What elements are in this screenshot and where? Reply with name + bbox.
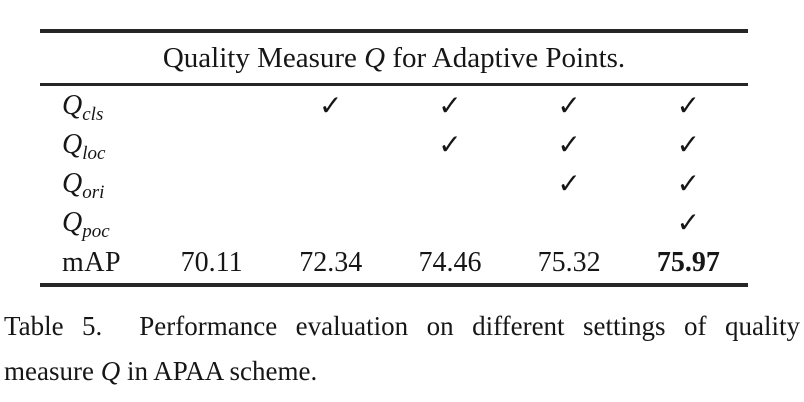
checkmark: ✓ (557, 89, 581, 122)
empty-cell (152, 86, 271, 125)
checkmark: ✓ (557, 128, 581, 161)
table-title: Quality Measure Q for Adaptive Points. (40, 33, 748, 83)
quality-row: Qpoc ✓ (40, 203, 748, 242)
empty-cell (390, 203, 509, 242)
map-value: 75.97 (656, 246, 720, 278)
empty-cell (152, 203, 271, 242)
table-caption: Table 5. Performance evaluation on diffe… (4, 304, 800, 394)
checkmark: ✓ (438, 89, 462, 122)
row-label: Qcls (40, 86, 152, 125)
map-value: 74.46 (418, 246, 482, 278)
map-value: 72.34 (299, 246, 363, 278)
checkmark: ✓ (557, 167, 581, 200)
row-label-symbol: Q (62, 206, 83, 238)
table-mid-rule (40, 83, 748, 86)
caption-math-q: Q (100, 356, 121, 386)
table-top-rule (40, 29, 748, 33)
row-label-subscript: ori (82, 181, 105, 203)
row-label-symbol: Q (62, 128, 83, 160)
row-label: Qpoc (40, 203, 152, 242)
table-title-suffix: for Adaptive Points. (385, 42, 626, 74)
results-grid: Qcls ✓ ✓ ✓ ✓ Qloc ✓ ✓ ✓ Qori ✓ ✓ Qpoc ✓ mAP 70.11 72.34 7… (40, 86, 748, 283)
map-value: 75.32 (537, 246, 601, 278)
checkmark: ✓ (319, 89, 343, 122)
row-label: Qloc (40, 125, 152, 164)
row-label-symbol: Q (62, 89, 83, 121)
checkmark: ✓ (438, 128, 462, 161)
map-row: mAP 70.11 72.34 74.46 75.32 75.97 (40, 242, 748, 283)
row-label: Qori (40, 164, 152, 203)
empty-cell (271, 164, 390, 203)
quality-row: Qcls ✓ ✓ ✓ ✓ (40, 86, 748, 125)
row-label-symbol: Q (62, 167, 83, 199)
empty-cell (152, 164, 271, 203)
table-title-math-q: Q (364, 42, 386, 74)
row-label-subscript: loc (82, 142, 106, 164)
empty-cell (510, 203, 629, 242)
empty-cell (271, 125, 390, 164)
results-table: Quality Measure Q for Adaptive Points. Q… (40, 29, 748, 287)
empty-cell (152, 125, 271, 164)
quality-row: Qori ✓ ✓ (40, 164, 748, 203)
caption-line2-prefix: measure (4, 356, 101, 386)
quality-row: Qloc ✓ ✓ ✓ (40, 125, 748, 164)
caption-line-2: measure Q in APAA scheme. (4, 349, 800, 394)
caption-line-1: Table 5. Performance evaluation on diffe… (4, 311, 800, 341)
empty-cell (271, 203, 390, 242)
map-row-label: mAP (62, 246, 122, 278)
table-title-prefix: Quality Measure (162, 42, 365, 74)
checkmark: ✓ (676, 167, 701, 200)
checkmark: ✓ (676, 206, 701, 239)
checkmark: ✓ (676, 128, 701, 161)
table-bottom-rule (40, 283, 748, 287)
empty-cell (390, 164, 509, 203)
row-label-subscript: poc (82, 220, 110, 242)
checkmark: ✓ (676, 89, 701, 122)
row-label-subscript: cls (82, 103, 104, 125)
caption-line2-suffix: in APAA scheme. (120, 356, 318, 386)
map-value: 70.11 (180, 246, 243, 278)
